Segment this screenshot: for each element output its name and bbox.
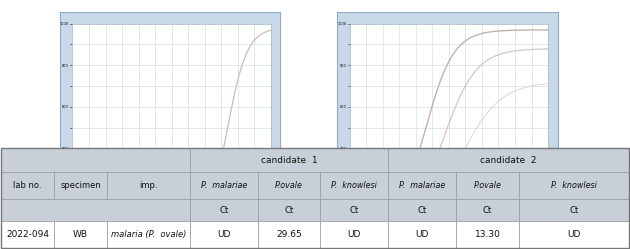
Text: UD: UD <box>415 230 428 239</box>
Bar <box>456 199 519 221</box>
Text: WB: WB <box>73 230 88 239</box>
Text: Ct: Ct <box>219 205 229 214</box>
Text: imp.: imp. <box>139 181 158 190</box>
Bar <box>519 172 629 199</box>
Text: 29.65: 29.65 <box>276 230 302 239</box>
Text: Ct: Ct <box>349 205 358 214</box>
Text: candidate  2: candidate 2 <box>480 155 537 165</box>
Text: Ct: Ct <box>284 205 294 214</box>
Bar <box>72 229 271 232</box>
Text: malaria (P.  ovale): malaria (P. ovale) <box>111 230 186 239</box>
Text: P.  knowlesi: P. knowlesi <box>551 181 597 190</box>
Bar <box>388 172 456 199</box>
Bar <box>519 221 629 248</box>
Bar <box>258 172 320 199</box>
Bar <box>54 172 107 199</box>
Text: UD: UD <box>217 230 231 239</box>
Bar <box>107 172 190 199</box>
Bar <box>1 199 190 221</box>
Bar <box>190 221 258 248</box>
Bar <box>388 148 629 172</box>
Text: P.  malariae: P. malariae <box>399 181 445 190</box>
Text: P.  knowlesi: P. knowlesi <box>331 181 377 190</box>
Bar <box>456 221 519 248</box>
Bar <box>190 172 258 199</box>
Text: Ct: Ct <box>417 205 427 214</box>
Bar <box>320 199 388 221</box>
Text: specimen: specimen <box>60 181 101 190</box>
Text: UD: UD <box>567 230 581 239</box>
Bar <box>258 221 320 248</box>
Text: P.ovale: P.ovale <box>474 181 501 190</box>
Bar <box>320 221 388 248</box>
Bar <box>320 172 388 199</box>
Bar <box>388 199 456 221</box>
Bar <box>54 221 107 248</box>
Bar <box>1 148 190 172</box>
Bar <box>519 199 629 221</box>
Text: candidate  1: candidate 1 <box>261 155 318 165</box>
Bar <box>107 221 190 248</box>
Text: Ct: Ct <box>483 205 492 214</box>
Bar <box>190 199 258 221</box>
Bar <box>1 172 54 199</box>
Text: 13.30: 13.30 <box>474 230 500 239</box>
Text: P.  malariae: P. malariae <box>201 181 247 190</box>
Text: UD: UD <box>347 230 361 239</box>
Text: Ct: Ct <box>570 205 579 214</box>
Bar <box>1 148 629 248</box>
Bar <box>190 148 388 172</box>
Bar <box>456 172 519 199</box>
Bar <box>388 221 456 248</box>
Text: P.ovale: P.ovale <box>275 181 303 190</box>
Text: 2022-094: 2022-094 <box>6 230 49 239</box>
Bar <box>1 221 54 248</box>
Bar <box>258 199 320 221</box>
Text: lab no.: lab no. <box>13 181 42 190</box>
